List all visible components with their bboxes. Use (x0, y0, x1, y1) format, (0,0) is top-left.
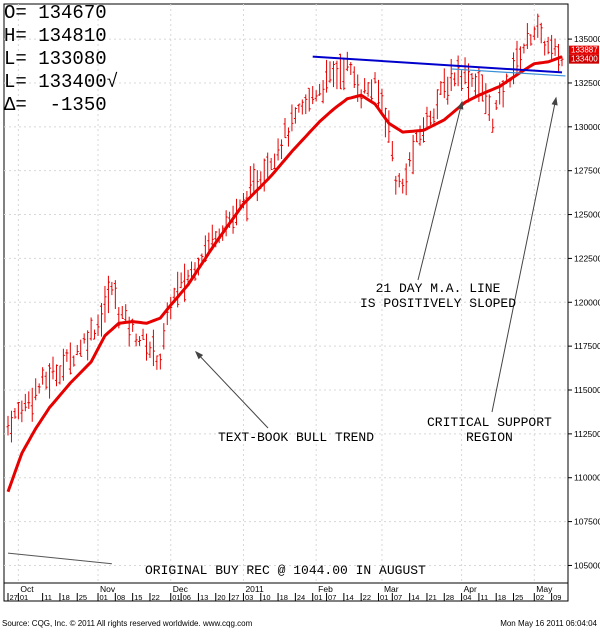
x-day-label: 25 (515, 593, 523, 602)
change-value: -1350 (49, 94, 107, 116)
support-line (451, 68, 566, 77)
y-tick-label: 107500 (574, 517, 600, 527)
y-tick-label: 122500 (574, 253, 600, 263)
last-price-box (569, 54, 599, 64)
x-month-label: Dec (173, 584, 189, 594)
x-month-label: May (536, 584, 553, 594)
y-tick-label: 132500 (574, 78, 600, 88)
low-label: L= (4, 48, 27, 70)
x-day-label: 11 (480, 593, 488, 602)
x-day-label: 01 (20, 593, 28, 602)
y-tick-label: 112500 (574, 429, 600, 439)
footer-source: Source: CQG, Inc. © 2011 All rights rese… (2, 619, 253, 628)
x-day-label: 14 (411, 593, 419, 602)
y-tick-label: 127500 (574, 166, 600, 176)
y-tick-label: 135000 (574, 34, 600, 44)
open-value: 134670 (38, 2, 107, 24)
low-row: L= 133080 (4, 48, 118, 71)
x-day-label: 13 (200, 593, 208, 602)
x-day-label: 21 (428, 593, 436, 602)
ohlc-bars (6, 13, 564, 443)
y-tick-label: 115000 (574, 385, 600, 395)
high-row: H= 134810 (4, 25, 118, 48)
x-day-label: 01 (380, 593, 388, 602)
last-value: 133400√ (38, 71, 119, 93)
x-day-label: 06 (183, 593, 191, 602)
trend-line (312, 55, 563, 74)
x-day-label: 15 (134, 593, 142, 602)
x-month-label: Oct (20, 584, 34, 594)
x-day-label: 01 (172, 593, 180, 602)
last-price-label: 133400 (571, 55, 598, 64)
x-day-label: 08 (117, 593, 125, 602)
support-annotation: CRITICAL SUPPORT REGION (427, 415, 552, 445)
footer-timestamp: Mon May 16 2011 06:04:04 (500, 619, 597, 628)
high-label: H= (4, 25, 27, 47)
x-day-label: 27 (10, 593, 18, 602)
ma-arrow (417, 101, 463, 281)
x-day-label: 04 (463, 593, 471, 602)
x-day-label: 01 (314, 593, 322, 602)
x-month-label: 2011 (245, 584, 264, 594)
last-row: L= 133400√ (4, 71, 118, 94)
x-day-label: 24 (297, 593, 305, 602)
ma-arrow-head (457, 100, 464, 110)
y-tick-label: 110000 (574, 473, 600, 483)
y-tick-label: 105000 (574, 560, 600, 570)
bull-trend-arrow (195, 351, 269, 429)
x-day-label: 02 (536, 593, 544, 602)
moving-average-line (6, 55, 563, 493)
x-day-label: 20 (217, 593, 225, 602)
x-day-label: 28 (446, 593, 454, 602)
buy-rec-annotation: ORIGINAL BUY REC @ 1044.00 IN AUGUST (145, 563, 426, 578)
y-tick-label: 125000 (574, 210, 600, 220)
x-month-label: Feb (318, 584, 333, 594)
buy-rec-line (7, 552, 112, 565)
annotation-arrows (194, 96, 558, 429)
y-axis: 105000 107500 110000 112500 115000 117500 1200… (568, 34, 600, 570)
x-day-label: 14 (345, 593, 353, 602)
x-day-label: 07 (394, 593, 402, 602)
x-day-label: 22 (363, 593, 371, 602)
x-day-label: 03 (245, 593, 253, 602)
y-tick-label: 130000 (574, 122, 600, 132)
x-month-label: Nov (100, 584, 116, 594)
ohlc-readout: O= 134670 H= 134810 L= 133080 L= 133400√… (4, 2, 118, 117)
change-row: Δ= -1350 (4, 94, 118, 117)
last-label: L= (4, 71, 27, 93)
x-day-label: 18 (280, 593, 288, 602)
last-price-label: 133887 (571, 46, 598, 55)
change-label: Δ= (4, 94, 27, 116)
support-arrow (491, 97, 557, 413)
x-day-label: 11 (44, 593, 52, 602)
ma-annotation: 21 DAY M.A. LINE IS POSITIVELY SLOPED (360, 281, 517, 311)
x-day-label: 27 (231, 593, 239, 602)
bull-trend-annotation: TEXT-BOOK BULL TREND (218, 430, 375, 445)
open-label: O= (4, 2, 27, 24)
high-value: 134810 (38, 25, 107, 47)
x-day-label: 25 (79, 593, 87, 602)
x-day-label: 01 (100, 593, 108, 602)
open-row: O= 134670 (4, 2, 118, 25)
x-day-label: 18 (498, 593, 506, 602)
bull-trend-arrow-head (194, 350, 204, 360)
x-day-label: 09 (553, 593, 561, 602)
y-tick-label: 120000 (574, 297, 600, 307)
low-value: 133080 (38, 48, 107, 70)
x-month-label: Apr (464, 584, 477, 594)
x-day-label: 22 (151, 593, 159, 602)
y-tick-label: 117500 (574, 341, 600, 351)
last-price-box (569, 45, 599, 55)
x-day-label: 10 (262, 593, 270, 602)
support-arrow-head (551, 96, 558, 106)
x-month-label: Mar (384, 584, 399, 594)
x-day-label: 18 (61, 593, 69, 602)
x-day-label: 07 (328, 593, 336, 602)
